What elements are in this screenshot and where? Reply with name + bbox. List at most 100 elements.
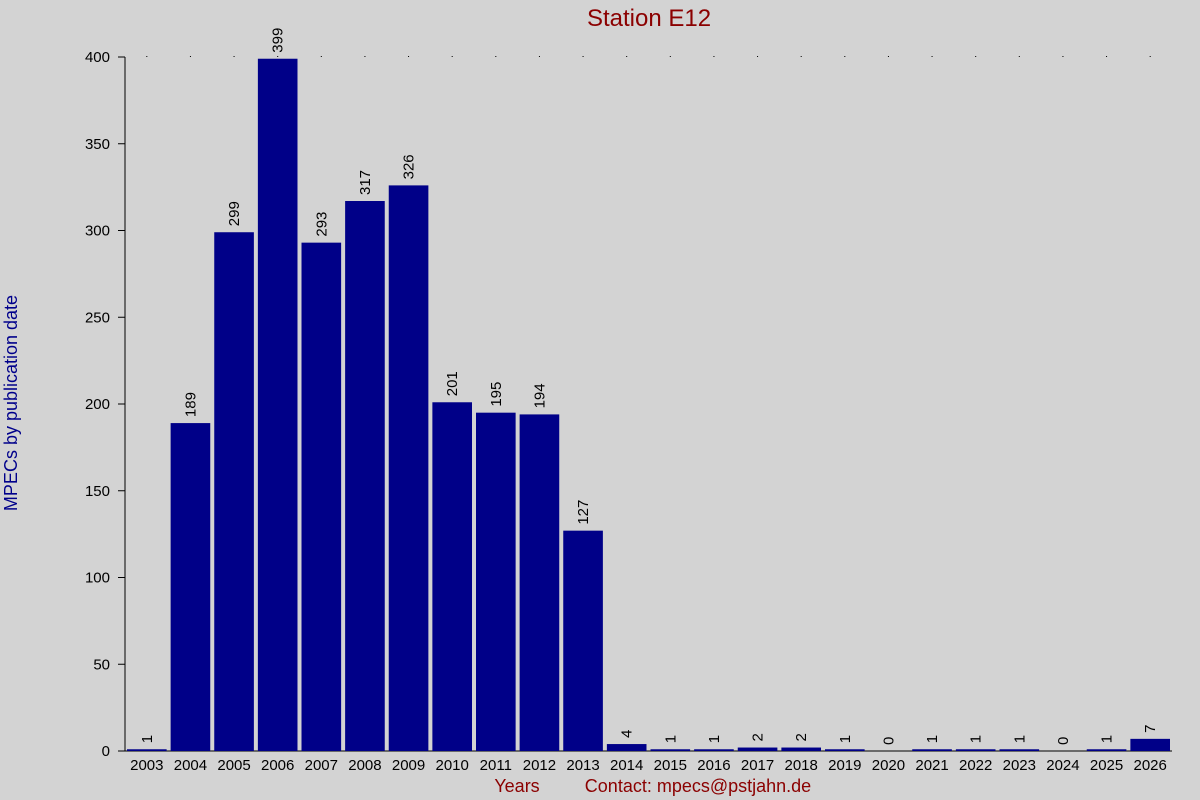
y-tick-label: 400 [85, 49, 110, 66]
x-tick-label: 2020 [872, 757, 905, 774]
data-label: 1 [1011, 735, 1028, 743]
data-label: 299 [226, 201, 243, 226]
y-tick-label: 300 [85, 223, 110, 240]
x-tick-label: 2011 [480, 757, 512, 774]
bar-2009 [388, 185, 429, 751]
x-tick-label: 2023 [1003, 757, 1036, 774]
grid-dot [887, 56, 889, 57]
data-label: 127 [575, 500, 592, 525]
grid-dot [1106, 56, 1108, 57]
x-tick-label: 2014 [610, 757, 643, 774]
x-tick-label: 2009 [392, 757, 425, 774]
x-tick-label: 2004 [174, 757, 207, 774]
data-label: 399 [270, 28, 287, 53]
data-label: 201 [444, 371, 461, 396]
grid-dot [669, 56, 671, 57]
x-tick-label: 2024 [1046, 757, 1079, 774]
bar-2014 [606, 744, 647, 751]
bar-2006 [257, 58, 298, 752]
x-tick-label: 2019 [828, 757, 861, 774]
grid-dot [277, 56, 279, 57]
y-tick-label: 150 [85, 483, 110, 500]
grid-dot [495, 56, 497, 57]
x-tick-label: 2012 [523, 757, 556, 774]
x-tick-label: 2003 [130, 757, 163, 774]
data-label: 2 [750, 733, 767, 741]
bar-2005 [214, 232, 254, 752]
bar-2019 [825, 749, 865, 751]
y-tick-label: 200 [85, 396, 110, 413]
grid-dot [713, 56, 715, 57]
grid-dot [320, 56, 322, 57]
data-label: 2 [793, 733, 810, 741]
bar-2013 [563, 530, 603, 751]
data-label: 317 [357, 170, 374, 195]
x-tick-label: 2017 [741, 757, 774, 774]
y-tick-label: 100 [85, 570, 110, 587]
grid-dot [757, 56, 759, 57]
data-label: 1 [706, 735, 723, 743]
x-tick-label: 2026 [1134, 757, 1167, 774]
x-tick-label: 2008 [348, 757, 381, 774]
plot-area: 0 50 100 150 200 250 300 350 400 2003 1 2004 189 2005… [85, 28, 1172, 774]
grid-dot [800, 56, 802, 57]
grid-dot [364, 56, 366, 57]
chart-title: Station E12 [587, 5, 711, 32]
x-axis-label: Years [494, 776, 539, 796]
grid-dot [1149, 56, 1151, 57]
x-tick-label: 2025 [1090, 757, 1123, 774]
data-label: 293 [313, 212, 330, 237]
grid-dot [582, 56, 584, 57]
data-label: 1 [1099, 735, 1116, 743]
data-label: 194 [531, 383, 548, 408]
y-tick-label: 250 [85, 309, 110, 326]
data-label: 0 [1055, 737, 1072, 745]
data-label: 189 [182, 392, 199, 417]
grid-dot [931, 56, 933, 57]
grid-dot [975, 56, 977, 57]
x-tick-label: 2013 [566, 757, 599, 774]
data-label: 1 [968, 735, 985, 743]
bar-2018 [781, 747, 821, 751]
grid-dot [233, 56, 235, 57]
y-tick-label: 350 [85, 136, 110, 153]
data-label: 7 [1142, 725, 1159, 733]
data-label: 1 [662, 735, 679, 743]
bar-2012 [519, 414, 560, 751]
grid-dot [146, 56, 148, 57]
x-tick-label: 2018 [785, 757, 818, 774]
contact-label: Contact: mpecs@pstjahn.de [585, 776, 811, 796]
data-label: 4 [619, 730, 636, 738]
x-tick-label: 2005 [217, 757, 250, 774]
y-tick-label: 0 [102, 743, 110, 760]
x-tick-label: 2016 [697, 757, 730, 774]
bar-2004 [170, 423, 211, 751]
bar-2017 [737, 747, 778, 751]
x-tick-label: 2010 [436, 757, 469, 774]
bar-2026 [1130, 738, 1170, 751]
grid-dot [538, 56, 540, 57]
x-tick-label: 2015 [654, 757, 687, 774]
bar-2016 [694, 749, 734, 751]
bar-2022 [955, 749, 996, 751]
bar-2011 [476, 412, 516, 751]
data-label: 1 [139, 735, 156, 743]
data-label: 326 [401, 154, 418, 179]
bar-2021 [912, 749, 952, 751]
bar-2003 [127, 749, 167, 751]
y-axis-label: MPECs by publication date [1, 295, 21, 511]
grid-dot [844, 56, 846, 57]
bar-2008 [345, 201, 385, 751]
data-label: 195 [488, 382, 505, 407]
grid-dot [626, 56, 628, 57]
data-label: 1 [837, 735, 854, 743]
grid-dot [408, 56, 410, 57]
data-label: 1 [924, 735, 941, 743]
bar-2015 [650, 749, 691, 751]
grid-dot [451, 56, 453, 57]
bar-2010 [432, 402, 472, 751]
y-tick-label: 50 [93, 656, 110, 673]
bar-2007 [301, 242, 342, 751]
bar-2025 [1086, 749, 1127, 751]
